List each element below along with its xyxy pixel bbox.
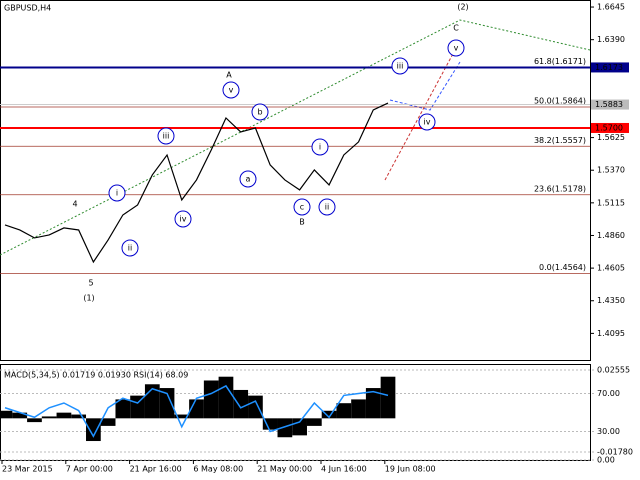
macd-bar xyxy=(336,403,352,419)
indicator-tick-label: 30.00 xyxy=(597,427,620,436)
y-tick-label: 1.6390 xyxy=(597,35,625,44)
y-tick-label: 1.4860 xyxy=(597,231,625,240)
macd-bar xyxy=(86,418,101,442)
x-tick-label: 7 Apr 00:00 xyxy=(66,465,113,474)
indicator-tick-label: 0.00 xyxy=(597,456,615,465)
price-line xyxy=(4,102,389,264)
wave-circle xyxy=(222,81,240,99)
wave-circle xyxy=(239,170,257,188)
wave-label: iii xyxy=(397,62,404,71)
wave-label: i xyxy=(319,143,321,152)
y-tick-label: 1.5115 xyxy=(597,198,625,207)
wave-projection xyxy=(389,61,461,111)
macd-bar xyxy=(100,418,116,426)
macd-bar xyxy=(365,388,381,419)
wave-circle xyxy=(447,39,465,57)
macd-bar xyxy=(12,412,28,419)
price-tag xyxy=(591,122,629,133)
macd-bar xyxy=(41,416,57,419)
fib-label: 50.0(1.5864) xyxy=(534,96,586,105)
macd-bar xyxy=(306,418,322,426)
macd-bar xyxy=(380,376,396,419)
y-tick-label: 1.5370 xyxy=(597,166,625,175)
fib-label: 61.8(1.6171) xyxy=(534,57,586,66)
price-tag xyxy=(591,99,629,110)
fib-label: 23.6(1.5178) xyxy=(534,184,586,193)
fib-label: 0.0(1.4564) xyxy=(539,263,586,272)
wave-label: v xyxy=(454,44,459,53)
wave-label: iii xyxy=(163,132,170,141)
indicator-panel xyxy=(0,364,591,461)
wave-circle xyxy=(391,57,409,75)
wave-label: 5 xyxy=(88,279,93,288)
current-price-label: 1.5883 xyxy=(595,100,623,109)
x-tick-label: 19 Jun 08:00 xyxy=(385,465,436,474)
wave-label: (2) xyxy=(457,3,468,12)
indicator-tick-label: 70.00 xyxy=(597,389,620,398)
wave-label: i xyxy=(116,189,118,198)
macd-bar xyxy=(233,389,249,419)
macd-bar xyxy=(321,410,337,419)
wave-label: ii xyxy=(325,203,329,212)
fib-label: 38.2(1.5557) xyxy=(534,136,586,145)
macd-bar xyxy=(174,414,190,419)
macd-bar xyxy=(277,418,293,438)
wave-circle xyxy=(174,210,192,228)
wave-label: b xyxy=(257,108,262,117)
wave-circle xyxy=(311,138,329,156)
x-tick-label: 21 May 00:00 xyxy=(257,465,312,474)
macd-bar xyxy=(27,418,42,423)
wave-label: A xyxy=(226,71,232,80)
wave-circle xyxy=(121,239,139,257)
macd-bar xyxy=(159,388,175,419)
x-tick-label: 23 Mar 2015 xyxy=(2,465,53,474)
macd-bar xyxy=(0,410,13,419)
macd-bar xyxy=(203,380,219,419)
wave-label: iv xyxy=(424,118,431,127)
x-tick-label: 21 Apr 16:00 xyxy=(130,465,182,474)
wave-label: C xyxy=(453,24,459,33)
wave-label: a xyxy=(246,175,251,184)
main-panel xyxy=(0,0,591,361)
indicator-tick-label: 0.02555 xyxy=(597,365,630,374)
macd-bar xyxy=(56,412,72,419)
wave-circle xyxy=(251,103,269,121)
wave-circle xyxy=(418,113,436,131)
wave-label: ii xyxy=(128,244,132,253)
wave-label: c xyxy=(300,203,304,212)
macd-bar xyxy=(262,418,278,430)
x-tick-label: 4 Jun 16:00 xyxy=(321,465,367,474)
wave-circle xyxy=(157,127,175,145)
macd-bar xyxy=(218,376,234,419)
wave-circle xyxy=(318,198,336,216)
y-tick-label: 1.4350 xyxy=(597,296,625,305)
indicator-tick-label: -0.01780 xyxy=(597,447,633,456)
y-tick-label: 1.4605 xyxy=(597,264,625,273)
wave-label: 4 xyxy=(72,200,77,209)
rsi-line xyxy=(4,384,389,438)
wave-circle xyxy=(293,198,311,216)
y-tick-label: 1.5625 xyxy=(597,133,625,142)
price-tag xyxy=(591,62,629,73)
indicator-title: MACD(5,34,5) 0.01719 0.01930 RSI(14) 68.… xyxy=(4,371,188,380)
channel-line xyxy=(0,19,591,256)
macd-bar xyxy=(248,395,263,419)
y-tick-label: 1.4095 xyxy=(597,329,625,338)
y-tick-label: 1.6645 xyxy=(597,3,625,12)
price-tag-label: 1.6173 xyxy=(595,63,623,72)
chart-title: GBPUSD,H4 xyxy=(4,4,51,13)
wave-label: v xyxy=(229,86,234,95)
wave-circle xyxy=(108,184,126,202)
macd-bar xyxy=(71,414,87,419)
wave-label: B xyxy=(299,218,305,227)
wave-label: (1) xyxy=(83,294,94,303)
macd-bar xyxy=(115,399,131,419)
x-tick-label: 6 May 08:00 xyxy=(193,465,243,474)
macd-bar xyxy=(351,399,366,419)
wave-label: iv xyxy=(180,215,187,224)
price-tag-label: 1.5700 xyxy=(595,123,623,132)
